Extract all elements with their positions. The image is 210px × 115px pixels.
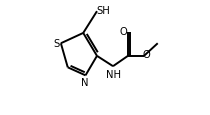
Text: S: S	[53, 39, 60, 49]
Text: NH: NH	[106, 69, 121, 79]
Text: O: O	[119, 26, 127, 36]
Text: SH: SH	[96, 6, 110, 16]
Text: N: N	[81, 77, 89, 87]
Text: O: O	[143, 50, 151, 60]
